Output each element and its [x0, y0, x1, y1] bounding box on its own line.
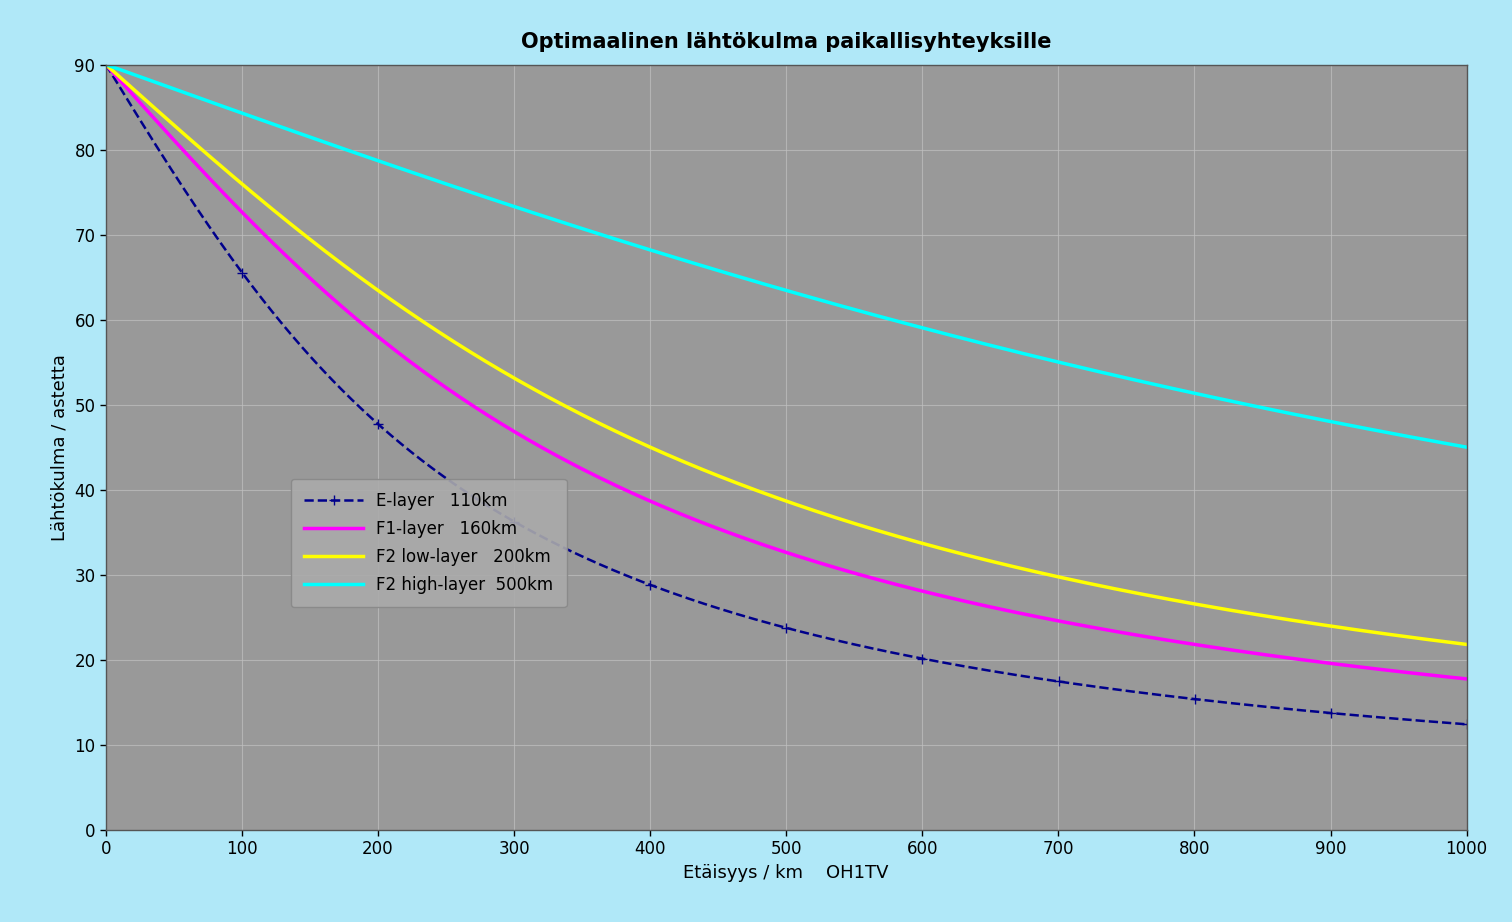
F2 high-layer  500km: [363, 153, 381, 164]
F1-layer   160km: [1458, 673, 1476, 684]
Line: F2 low-layer   200km: F2 low-layer 200km: [106, 65, 1467, 644]
E-layer   110km: [1037, 674, 1055, 685]
F2 high-layer  500km: [1037, 354, 1055, 365]
X-axis label: Etäisyys / km    OH1TV: Etäisyys / km OH1TV: [683, 864, 889, 881]
F1-layer   160km: [754, 539, 773, 550]
Line: F2 high-layer  500km: F2 high-layer 500km: [106, 65, 1467, 447]
F1-layer   160km: [97, 59, 115, 70]
Title: Optimaalinen lähtökulma paikallisyhteyksille: Optimaalinen lähtökulma paikallisyhteyks…: [522, 32, 1051, 52]
F2 low-layer   200km: [1368, 627, 1387, 638]
E-layer   110km: [1458, 719, 1476, 730]
E-layer   110km: [1368, 712, 1387, 723]
Line: E-layer   110km: E-layer 110km: [101, 60, 1471, 729]
F1-layer   160km: [363, 326, 381, 337]
E-layer   110km: [1325, 708, 1343, 719]
F2 low-layer   200km: [363, 281, 381, 292]
F2 high-layer  500km: [1368, 425, 1387, 436]
F2 high-layer  500km: [1359, 423, 1377, 434]
F2 high-layer  500km: [754, 278, 773, 290]
F2 high-layer  500km: [97, 59, 115, 70]
E-layer   110km: [97, 59, 115, 70]
Line: F1-layer   160km: F1-layer 160km: [106, 65, 1467, 679]
F2 high-layer  500km: [1458, 442, 1476, 453]
F2 low-layer   200km: [1359, 626, 1377, 637]
E-layer   110km: [754, 616, 773, 627]
F2 low-layer   200km: [1325, 621, 1343, 632]
E-layer   110km: [363, 414, 381, 425]
F2 low-layer   200km: [97, 59, 115, 70]
Y-axis label: Lähtökulma / astetta: Lähtökulma / astetta: [51, 354, 68, 540]
F1-layer   160km: [1325, 658, 1343, 669]
F2 low-layer   200km: [754, 487, 773, 498]
F1-layer   160km: [1368, 664, 1387, 675]
F2 high-layer  500km: [1325, 417, 1343, 428]
F1-layer   160km: [1359, 662, 1377, 673]
F2 low-layer   200km: [1037, 569, 1055, 580]
E-layer   110km: [1359, 711, 1377, 722]
F2 low-layer   200km: [1458, 639, 1476, 650]
Legend: E-layer   110km, F1-layer   160km, F2 low-layer   200km, F2 high-layer  500km: E-layer 110km, F1-layer 160km, F2 low-la…: [292, 479, 567, 608]
F1-layer   160km: [1037, 613, 1055, 624]
